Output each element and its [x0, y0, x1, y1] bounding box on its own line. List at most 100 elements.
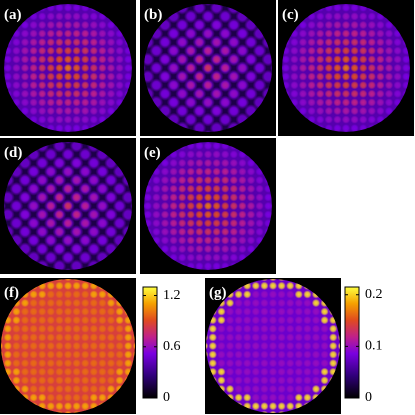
spot	[286, 376, 295, 385]
spot	[195, 150, 204, 159]
spot	[89, 227, 99, 237]
spot	[20, 333, 30, 342]
spot	[38, 350, 47, 359]
spot	[251, 393, 260, 402]
spot	[63, 81, 73, 90]
spot	[324, 72, 333, 81]
spot	[106, 341, 116, 351]
spot	[264, 193, 272, 202]
spot	[194, 54, 204, 64]
spot	[333, 63, 342, 73]
spot	[4, 72, 12, 81]
spot	[286, 341, 295, 351]
spot	[178, 176, 187, 185]
spot	[246, 244, 256, 254]
spot	[255, 227, 264, 236]
spot	[46, 20, 55, 30]
spot	[367, 89, 376, 99]
spot	[97, 218, 107, 228]
spot	[106, 175, 116, 185]
spot	[221, 167, 230, 176]
spot	[55, 20, 64, 30]
spot	[194, 123, 204, 132]
spot	[277, 290, 286, 299]
spot	[63, 201, 73, 211]
spot	[55, 106, 64, 116]
spot	[12, 324, 21, 333]
spot	[277, 393, 286, 402]
spot	[89, 341, 99, 351]
spot	[307, 46, 316, 55]
spot	[115, 63, 124, 73]
spot	[203, 80, 213, 90]
panel: (e)	[140, 138, 276, 274]
spot	[341, 89, 351, 99]
spot	[260, 402, 269, 411]
spot	[376, 29, 385, 38]
spot	[260, 281, 269, 290]
spot	[243, 324, 252, 333]
spot	[115, 359, 124, 368]
spot	[260, 316, 269, 325]
panel: (d)	[0, 138, 136, 274]
spot	[46, 376, 55, 385]
spot	[38, 384, 47, 394]
spot	[217, 316, 226, 325]
spot	[106, 210, 116, 220]
spot	[29, 376, 38, 385]
spot	[38, 12, 47, 21]
spot	[286, 333, 295, 342]
spot	[298, 29, 308, 38]
spot	[63, 350, 73, 359]
spot	[246, 37, 256, 47]
spot	[350, 106, 359, 116]
spot	[203, 253, 213, 262]
spot	[320, 333, 329, 342]
spot	[290, 46, 299, 55]
spot	[80, 235, 90, 245]
spot	[72, 142, 82, 151]
spot	[81, 20, 90, 30]
spot	[115, 55, 124, 64]
spot	[63, 290, 73, 299]
spot	[89, 324, 99, 333]
spot	[54, 261, 65, 270]
spot	[367, 98, 376, 107]
spot	[268, 324, 278, 333]
spot	[333, 124, 342, 132]
spot	[298, 72, 308, 81]
spot	[29, 298, 38, 308]
spot	[38, 367, 47, 376]
spot	[12, 341, 21, 351]
spot	[311, 384, 321, 394]
spot	[320, 367, 329, 376]
spot	[251, 350, 260, 359]
spot	[268, 393, 278, 402]
spot	[329, 333, 338, 342]
spot	[12, 359, 21, 368]
spot	[20, 298, 30, 308]
spot	[29, 384, 38, 394]
spot	[98, 384, 107, 394]
spot	[320, 341, 329, 351]
spot	[333, 12, 342, 21]
spot	[29, 316, 38, 325]
spot	[55, 367, 64, 376]
spot	[290, 89, 299, 99]
spot	[152, 176, 161, 185]
spot	[263, 72, 272, 82]
spot	[212, 201, 221, 211]
spot	[238, 210, 247, 219]
spot	[98, 341, 107, 351]
spot	[12, 63, 21, 73]
spot	[337, 341, 340, 351]
spot	[46, 341, 55, 351]
spot	[229, 158, 238, 168]
spot	[20, 384, 30, 394]
spot	[81, 63, 90, 73]
spot	[203, 63, 213, 73]
spot	[367, 46, 376, 55]
spot	[316, 38, 325, 47]
spot	[160, 54, 170, 64]
spot	[29, 55, 38, 64]
